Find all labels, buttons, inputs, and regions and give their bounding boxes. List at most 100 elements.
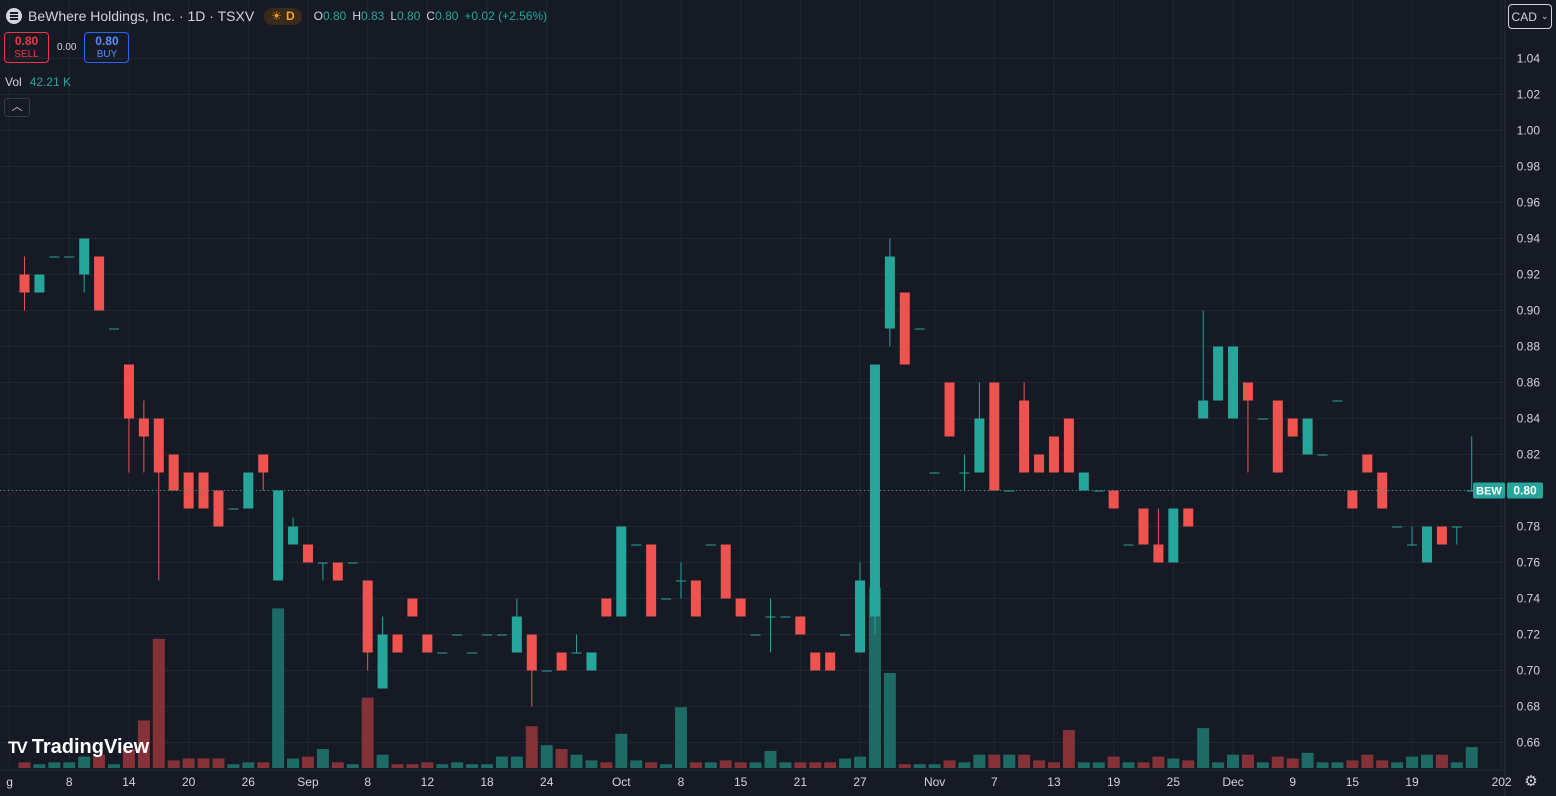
- volume-bar: [1033, 760, 1046, 768]
- candle-body: [198, 472, 209, 509]
- candle-body: [1168, 508, 1179, 563]
- low-label: L: [390, 9, 398, 23]
- candle-body: [1332, 400, 1343, 402]
- candle-body: [646, 544, 657, 617]
- x-tick-label: 9: [1289, 775, 1296, 789]
- buy-button[interactable]: 0.80 BUY: [84, 32, 130, 63]
- candle-body: [959, 472, 970, 474]
- candle-body: [720, 544, 731, 599]
- x-tick-label: 18: [480, 775, 494, 789]
- candle-body: [228, 508, 239, 510]
- x-tick-label: 202: [1492, 775, 1512, 789]
- volume-bar: [331, 762, 344, 768]
- volume-bar: [1077, 762, 1090, 768]
- candle-body: [1048, 436, 1059, 473]
- volume-bar: [108, 764, 121, 768]
- candle-body: [317, 562, 328, 564]
- candle-body: [1034, 454, 1045, 473]
- volume-bar: [1271, 756, 1284, 768]
- volume-bar: [93, 754, 106, 768]
- volume-bar: [272, 608, 285, 768]
- x-tick-label: Oct: [612, 775, 631, 789]
- y-tick-label: 0.68: [1517, 700, 1541, 714]
- volume-bar: [287, 758, 300, 768]
- symbol-title[interactable]: BeWhere Holdings, Inc. · 1D · TSXV: [28, 8, 255, 24]
- collapse-legend-button[interactable]: ︿: [4, 98, 30, 117]
- candle-body: [392, 634, 403, 653]
- y-tick-label: 0.84: [1517, 412, 1541, 426]
- y-tick-label: 0.98: [1517, 160, 1541, 174]
- volume-bar: [1435, 754, 1448, 768]
- sell-label: SELL: [14, 49, 39, 60]
- volume-bar: [1047, 762, 1060, 768]
- volume-bar: [868, 587, 881, 768]
- x-tick-label: Dec: [1222, 775, 1243, 789]
- candle-body: [586, 652, 597, 671]
- volume-bar: [406, 764, 419, 768]
- currency-label: CAD: [1511, 9, 1537, 24]
- currency-selector[interactable]: CAD ⌄: [1508, 4, 1552, 29]
- volume-bar: [719, 760, 732, 768]
- candle-body: [153, 418, 164, 473]
- candle-body: [571, 652, 582, 654]
- x-tick-label: 15: [734, 775, 748, 789]
- candle-body: [780, 616, 791, 618]
- candle-body: [675, 580, 686, 582]
- y-tick-label: 0.82: [1517, 448, 1541, 462]
- volume-bar: [48, 762, 61, 768]
- volume-bar: [1197, 728, 1210, 768]
- candle-body: [1228, 346, 1239, 419]
- volume-bar: [1092, 762, 1105, 768]
- candle-body: [601, 598, 612, 617]
- close-label: C: [426, 9, 436, 23]
- y-tick-label: 0.88: [1517, 340, 1541, 354]
- candle-body: [34, 274, 45, 293]
- candle-body: [123, 364, 134, 419]
- candle-body: [302, 544, 313, 563]
- volume-bar: [451, 762, 464, 768]
- gear-icon[interactable]: ⚙: [1524, 773, 1538, 790]
- candle-body: [855, 580, 866, 653]
- volume-bar: [78, 756, 91, 768]
- x-tick-label: 19: [1107, 775, 1121, 789]
- volume-bar: [182, 758, 195, 768]
- chevron-down-icon: ⌄: [1540, 11, 1549, 21]
- symbol-header: BeWhere Holdings, Inc. · 1D · TSXV ☀ D O…: [6, 6, 547, 26]
- candle-body: [407, 598, 418, 617]
- y-tick-label: 1.00: [1517, 124, 1541, 138]
- volume-bar: [1316, 762, 1329, 768]
- volume-value: 42.21 K: [29, 75, 72, 89]
- candle-body: [64, 256, 75, 258]
- candle-body: [631, 544, 642, 546]
- tradingview-logo[interactable]: TV TradingView: [8, 736, 149, 759]
- x-tick-label: 27: [853, 775, 867, 789]
- symbol-menu-icon[interactable]: [6, 8, 22, 24]
- high-value: 0.83: [360, 9, 385, 23]
- x-tick-label: 8: [678, 775, 685, 789]
- volume-bar: [1346, 760, 1359, 768]
- volume-bar: [361, 697, 374, 768]
- volume-bar: [1465, 747, 1478, 768]
- y-tick-label: 0.76: [1517, 556, 1541, 570]
- change-value: +0.02 (+2.56%): [464, 9, 548, 23]
- volume-bar: [1331, 762, 1344, 768]
- volume-bar: [152, 638, 165, 768]
- volume-bar: [764, 750, 777, 768]
- y-tick-label: 0.74: [1517, 592, 1541, 606]
- volume-bar: [883, 673, 896, 768]
- volume-legend[interactable]: Vol 42.21 K: [5, 75, 71, 89]
- volume-bar: [660, 764, 673, 768]
- volume-bar: [227, 764, 240, 768]
- candle-body: [437, 652, 448, 654]
- x-tick-label: 19: [1405, 775, 1419, 789]
- candle-body: [1108, 490, 1119, 509]
- sell-button[interactable]: 0.80 SELL: [4, 32, 49, 63]
- volume-bar: [809, 762, 822, 768]
- session-badge[interactable]: ☀ D: [264, 7, 302, 25]
- volume-bar: [510, 756, 523, 768]
- volume-bar: [973, 754, 986, 768]
- volume-bar: [122, 749, 135, 768]
- candle-body: [1451, 526, 1462, 528]
- candle-body: [1138, 508, 1149, 545]
